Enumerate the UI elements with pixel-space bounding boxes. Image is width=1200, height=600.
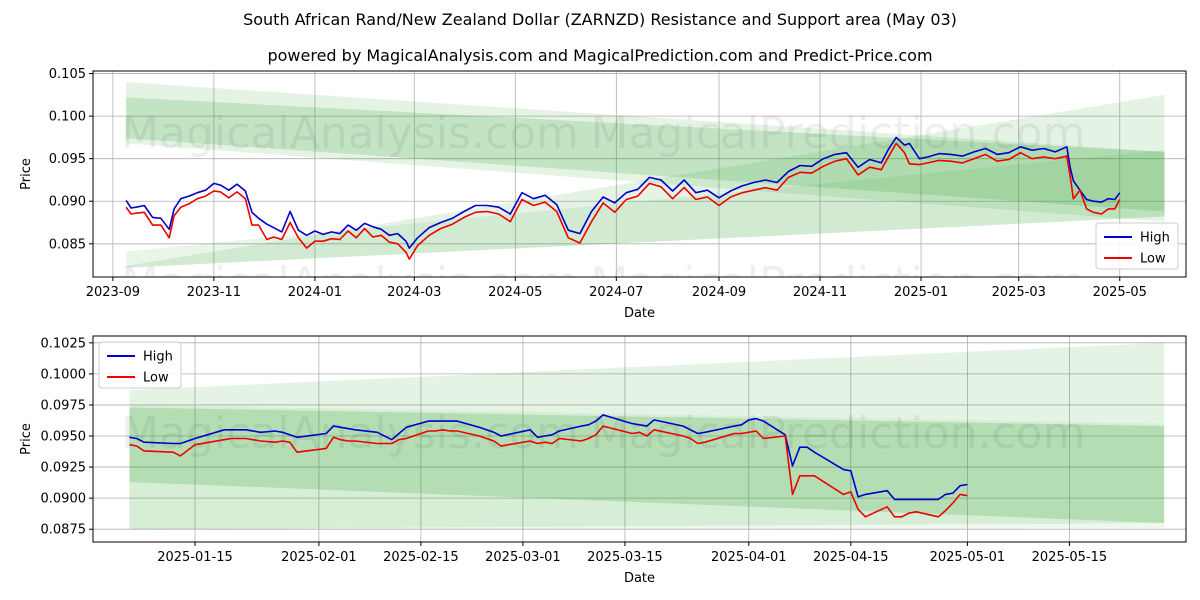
plot-frame (92, 70, 1187, 278)
y-tick-label: 0.1025 (41, 336, 87, 351)
x-tick-label: 2024-01 (288, 285, 342, 300)
watermark-text: MagicalPrediction.com (591, 108, 1086, 159)
x-tick-label: 2025-03-15 (587, 550, 663, 565)
bottom-chart-panel: MagicalAnalysis.com MagicalPrediction.com… (19, 335, 1187, 586)
chart-subtitle: powered by MagicalAnalysis.com and Magic… (267, 46, 933, 65)
y-tick-label: 0.0900 (41, 492, 87, 507)
x-tick-label: 2025-05 (1093, 285, 1147, 300)
y-tick-label: 0.0875 (41, 523, 87, 538)
plot-frame (92, 335, 1187, 543)
x-tick-label: 2025-05-01 (930, 550, 1006, 565)
y-axis-label: Price (19, 423, 34, 455)
support-resistance-band (126, 82, 1165, 222)
x-tick-label: 2023-11 (187, 285, 241, 300)
legend: High Low (98, 341, 182, 389)
x-tick-label: 2025-05-15 (1032, 550, 1108, 565)
y-tick-label: 0.0975 (41, 398, 87, 413)
top-chart-panel: MagicalAnalysis.com MagicalPrediction.com… (19, 67, 1187, 321)
y-tick-label: 0.1000 (41, 367, 87, 382)
x-tick-label: 2025-04-15 (813, 550, 889, 565)
series-line-low (125, 142, 1121, 260)
y-tick-label: 0.105 (49, 67, 86, 82)
watermark-text: MagicalPrediction.com (591, 258, 1086, 309)
support-resistance-band (129, 407, 1165, 523)
legend-label-high: High (143, 350, 173, 365)
series-line-high (129, 414, 968, 501)
x-tick-label: 2025-02-15 (383, 550, 459, 565)
legend: High Low (1095, 222, 1179, 270)
x-tick-label: 2025-03-01 (485, 550, 561, 565)
y-tick-label: 0.085 (49, 237, 86, 252)
y-tick-label: 0.095 (49, 152, 86, 167)
x-tick-label: 2025-01-15 (157, 550, 233, 565)
x-tick-label: 2024-03 (387, 285, 441, 300)
chart-title: South African Rand/New Zealand Dollar (Z… (243, 10, 957, 29)
legend-label-low: Low (1140, 252, 1166, 267)
x-tick-label: 2024-05 (488, 285, 542, 300)
x-tick-label: 2023-09 (86, 285, 140, 300)
support-resistance-band (129, 404, 1165, 530)
x-tick-label: 2025-03 (992, 285, 1046, 300)
y-tick-label: 0.0950 (41, 430, 87, 445)
watermark-text: MagicalAnalysis.com (121, 258, 579, 309)
support-resistance-band (126, 97, 1165, 212)
watermark-text: MagicalAnalysis.com (121, 408, 579, 459)
x-tick-label: 2025-04-01 (711, 550, 787, 565)
y-tick-label: 0.100 (49, 110, 86, 125)
x-tick-label: 2024-11 (793, 285, 847, 300)
x-axis-label: Date (624, 306, 655, 321)
series-line-high (125, 136, 1121, 249)
y-tick-label: 0.090 (49, 195, 86, 210)
y-tick-label: 0.0925 (41, 461, 87, 476)
legend-label-high: High (1140, 231, 1170, 246)
legend-label-low: Low (143, 371, 169, 386)
y-axis-label: Price (19, 158, 34, 190)
watermark-text: MagicalPrediction.com (591, 408, 1086, 459)
watermark-text: MagicalAnalysis.com (121, 108, 579, 159)
x-tick-label: 2024-07 (589, 285, 643, 300)
x-axis-label: Date (624, 571, 655, 586)
x-tick-label: 2025-02-01 (281, 550, 357, 565)
x-tick-label: 2024-09 (692, 285, 746, 300)
x-tick-label: 2025-01 (894, 285, 948, 300)
series-line-low (129, 425, 968, 518)
